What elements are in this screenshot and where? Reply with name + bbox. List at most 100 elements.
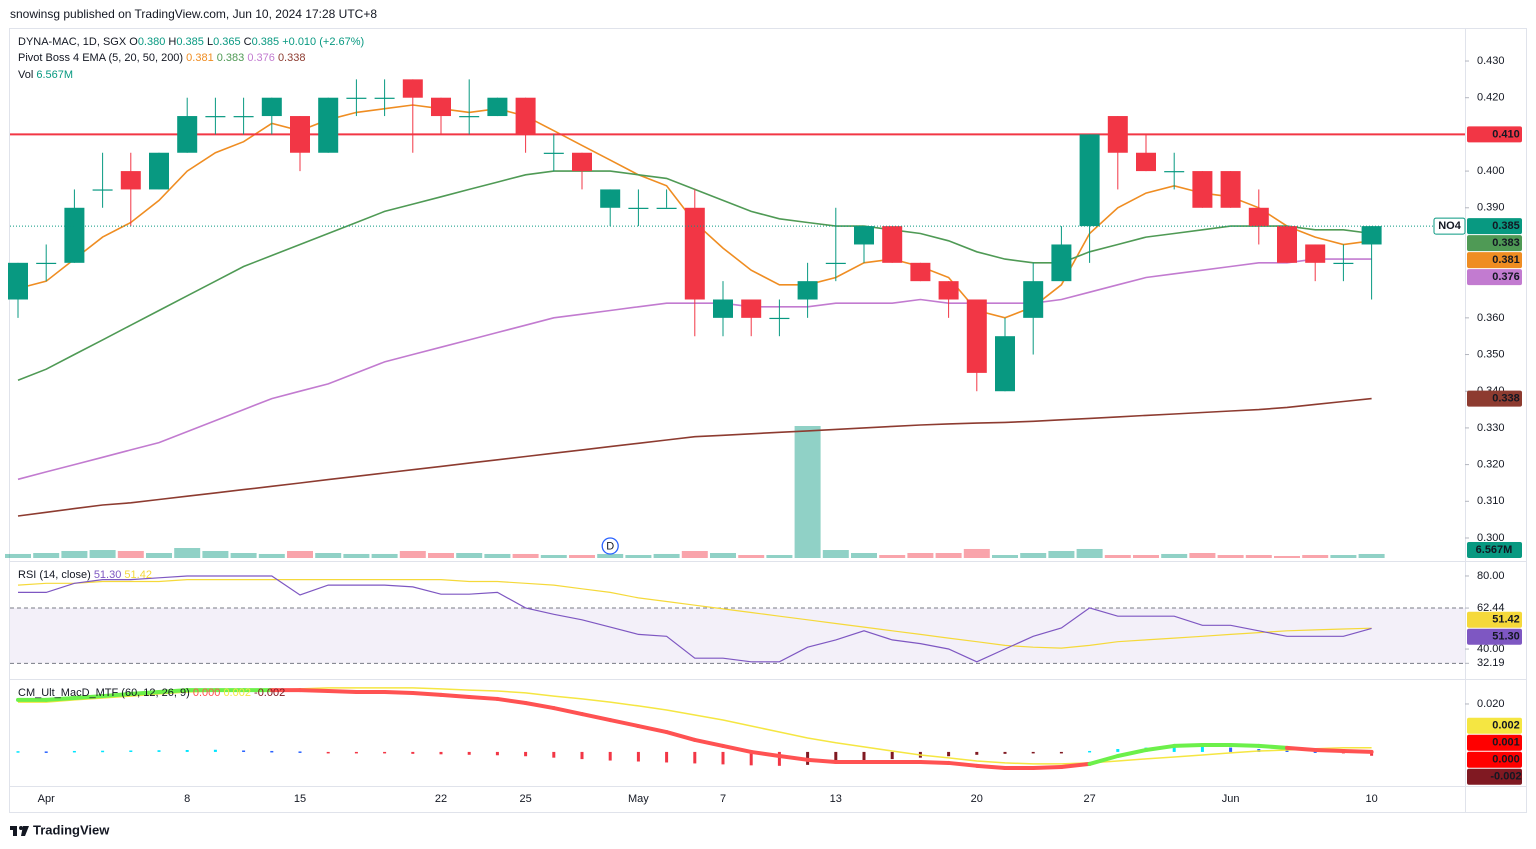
ohlc-value: 0.385 bbox=[252, 36, 280, 48]
macd-segment bbox=[1313, 748, 1346, 753]
macd-segment bbox=[128, 689, 161, 696]
macd-segment bbox=[157, 688, 190, 694]
histogram-bar bbox=[44, 751, 48, 753]
volume-bar bbox=[117, 550, 144, 558]
legend-volume: Vol 6.567M bbox=[18, 69, 73, 81]
volume-bar bbox=[61, 550, 88, 558]
histogram-bar bbox=[862, 751, 866, 762]
macd-segment bbox=[1341, 748, 1374, 754]
frame bbox=[9, 28, 1527, 813]
macd-segment bbox=[551, 706, 584, 717]
value-label-box bbox=[1467, 768, 1522, 785]
volume-bar bbox=[1104, 555, 1131, 558]
histogram-bar bbox=[242, 750, 246, 752]
candle-body bbox=[177, 116, 198, 153]
candle-body bbox=[515, 97, 536, 135]
ema-value: 0.376 bbox=[247, 52, 275, 64]
histogram-bar bbox=[777, 751, 781, 766]
dividend-label: D bbox=[606, 540, 614, 552]
volume-bar bbox=[1048, 550, 1075, 558]
logo-shape bbox=[13, 826, 17, 836]
candle-body bbox=[120, 171, 141, 190]
price-label-box bbox=[1467, 542, 1522, 558]
histogram-bar bbox=[383, 751, 387, 754]
value-label: 0.002 bbox=[1492, 720, 1520, 732]
volume-bar bbox=[89, 550, 116, 558]
x-tick-label: May bbox=[628, 793, 649, 805]
value-label-box bbox=[1467, 628, 1522, 645]
histogram-bar bbox=[326, 751, 330, 754]
histogram-bar bbox=[834, 751, 838, 763]
volume-bar bbox=[174, 548, 201, 558]
candle-body bbox=[64, 207, 85, 263]
histogram-bar bbox=[552, 751, 556, 758]
macd-segment bbox=[1228, 742, 1261, 748]
candle-body bbox=[205, 116, 226, 118]
macd-segment bbox=[439, 692, 472, 700]
candle-body bbox=[1164, 171, 1185, 173]
macd-segment bbox=[100, 691, 133, 699]
candle-body bbox=[318, 97, 339, 153]
volume-bar bbox=[1020, 553, 1047, 558]
volume-bar bbox=[202, 550, 229, 558]
volume-bar bbox=[1245, 555, 1272, 558]
candle-body bbox=[1051, 244, 1072, 282]
candle-body bbox=[1136, 152, 1156, 172]
ohlc-value: 0.385 bbox=[176, 36, 204, 48]
histogram-bar bbox=[354, 751, 358, 754]
value-label-box bbox=[1467, 734, 1522, 751]
macd-segment bbox=[749, 749, 782, 758]
candle-body bbox=[995, 336, 1015, 392]
histogram-bar bbox=[185, 750, 189, 752]
volume-bar bbox=[653, 553, 680, 558]
histogram-bar bbox=[157, 750, 161, 752]
macd-segment bbox=[1059, 761, 1092, 770]
y-tick-label: 0.330 bbox=[1477, 422, 1505, 434]
value-label: -0.002 bbox=[1490, 771, 1521, 783]
macd-segment bbox=[918, 759, 951, 765]
value-label: 0.338 bbox=[1492, 392, 1520, 404]
volume-bar bbox=[766, 555, 793, 558]
volume-bar bbox=[1302, 555, 1329, 558]
volume-bar bbox=[681, 550, 708, 558]
volume-bar bbox=[851, 553, 877, 558]
candle-body bbox=[36, 262, 57, 265]
x-tick-label: 15 bbox=[294, 793, 306, 805]
volume-bar bbox=[399, 550, 426, 558]
candle-body bbox=[882, 226, 903, 263]
x-tick-label: 25 bbox=[519, 793, 531, 805]
histogram-bar bbox=[975, 751, 979, 755]
candle-body bbox=[402, 79, 423, 98]
macd-segment bbox=[608, 718, 641, 729]
legend-ema: Pivot Boss 4 EMA (5, 20, 50, 200) 0.381 … bbox=[18, 52, 305, 64]
volume-bar bbox=[1274, 555, 1300, 558]
candle-body bbox=[1305, 244, 1326, 263]
histogram-bar bbox=[890, 751, 894, 760]
candle-body bbox=[741, 299, 762, 318]
macd-title: CM_Ult_MacD_MTF (60, 12, 26, 9) bbox=[18, 687, 190, 699]
logo-shape bbox=[19, 826, 23, 830]
candle-body bbox=[92, 189, 113, 191]
histogram-bar bbox=[439, 751, 443, 755]
candle-body bbox=[374, 97, 395, 99]
candle-body bbox=[600, 189, 621, 208]
candle-body bbox=[684, 207, 705, 300]
volume-bar bbox=[230, 553, 257, 558]
y-tick-label: 0.310 bbox=[1477, 495, 1505, 507]
macd-segment bbox=[1087, 753, 1120, 766]
candle-body bbox=[910, 262, 931, 282]
volume-title: Vol bbox=[18, 69, 33, 81]
price-tag: NO4 bbox=[1438, 220, 1462, 232]
volume-bar bbox=[258, 553, 285, 558]
y-tick-label: 0.420 bbox=[1477, 92, 1505, 104]
price-label: 0.410 bbox=[1492, 128, 1520, 140]
volume-bar bbox=[540, 555, 567, 558]
macd-segment bbox=[974, 763, 1007, 770]
candle-body bbox=[825, 262, 846, 265]
histogram-bar bbox=[1059, 751, 1063, 754]
macd-segment bbox=[44, 695, 77, 702]
volume-bar bbox=[992, 555, 1018, 558]
y-tick-label: 80.00 bbox=[1477, 570, 1505, 582]
logo-shape bbox=[21, 826, 29, 836]
